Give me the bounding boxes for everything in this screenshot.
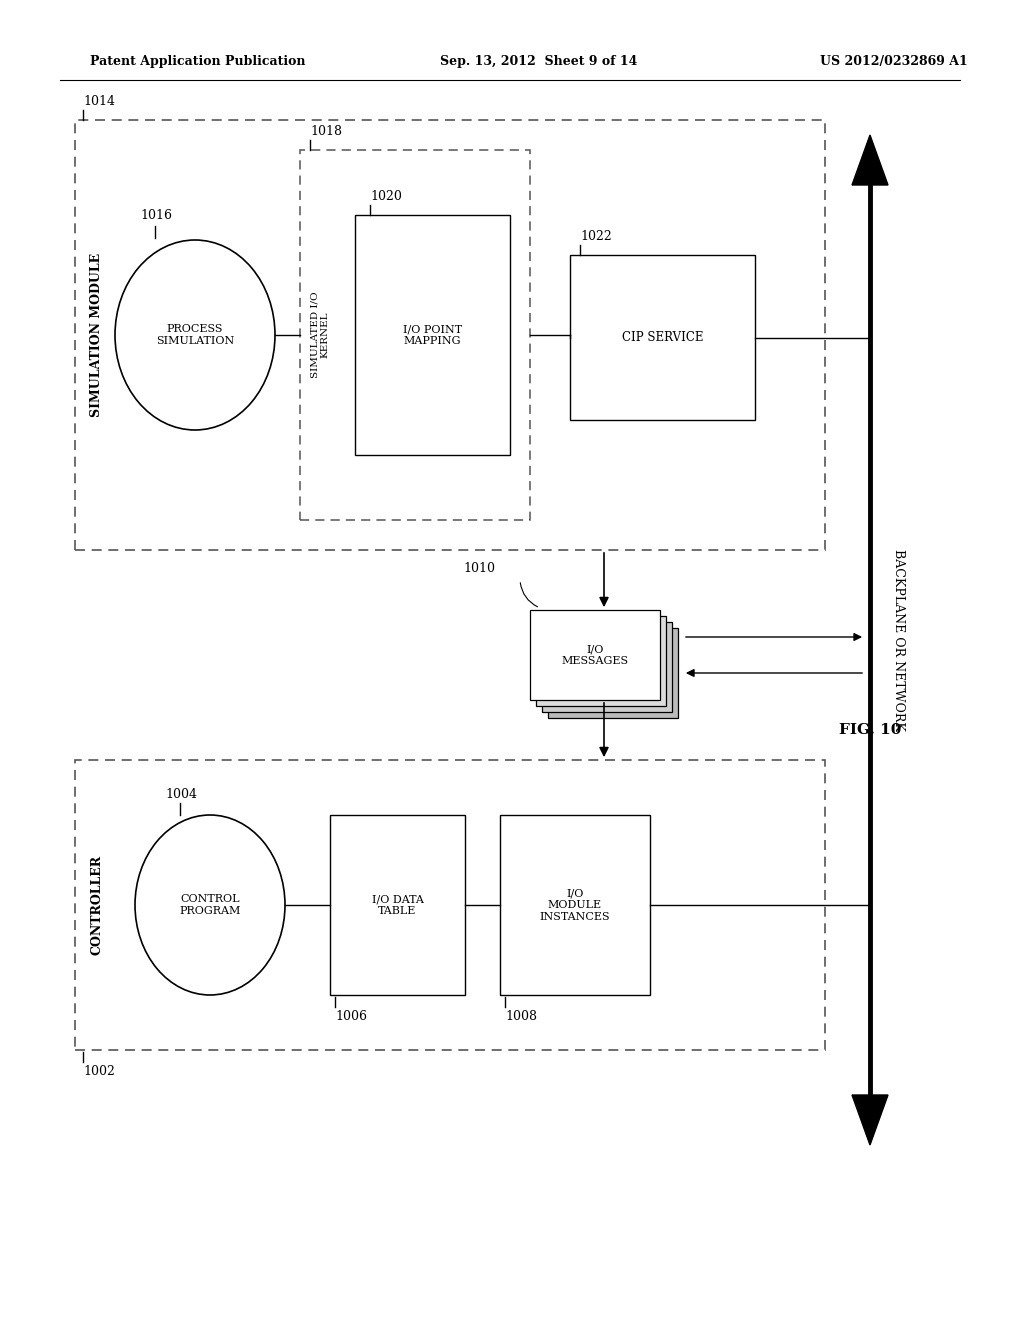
Text: SIMULATION MODULE: SIMULATION MODULE bbox=[90, 253, 103, 417]
Text: BACKPLANE OR NETWORK: BACKPLANE OR NETWORK bbox=[892, 549, 905, 731]
FancyBboxPatch shape bbox=[355, 215, 510, 455]
Text: I/O
MESSAGES: I/O MESSAGES bbox=[561, 644, 629, 665]
FancyBboxPatch shape bbox=[330, 814, 465, 995]
Text: I/O POINT
MAPPING: I/O POINT MAPPING bbox=[402, 325, 462, 346]
Text: 1018: 1018 bbox=[310, 125, 342, 139]
Text: CIP SERVICE: CIP SERVICE bbox=[622, 331, 703, 345]
Text: 1002: 1002 bbox=[83, 1065, 115, 1078]
Text: Sep. 13, 2012  Sheet 9 of 14: Sep. 13, 2012 Sheet 9 of 14 bbox=[440, 55, 637, 69]
Text: CONTROL
PROGRAM: CONTROL PROGRAM bbox=[179, 894, 241, 916]
FancyBboxPatch shape bbox=[548, 628, 678, 718]
Text: 1020: 1020 bbox=[370, 190, 401, 203]
Text: CONTROLLER: CONTROLLER bbox=[90, 855, 103, 956]
FancyBboxPatch shape bbox=[570, 255, 755, 420]
Text: 1004: 1004 bbox=[165, 788, 197, 801]
Ellipse shape bbox=[135, 814, 285, 995]
Text: I/O DATA
TABLE: I/O DATA TABLE bbox=[372, 894, 424, 916]
FancyBboxPatch shape bbox=[542, 622, 672, 711]
FancyBboxPatch shape bbox=[75, 760, 825, 1049]
FancyBboxPatch shape bbox=[500, 814, 650, 995]
Text: US 2012/0232869 A1: US 2012/0232869 A1 bbox=[820, 55, 968, 69]
Text: 1008: 1008 bbox=[505, 1010, 537, 1023]
Text: FIG. 10: FIG. 10 bbox=[839, 723, 901, 737]
Ellipse shape bbox=[115, 240, 275, 430]
Text: 1006: 1006 bbox=[335, 1010, 367, 1023]
Text: PROCESS
SIMULATION: PROCESS SIMULATION bbox=[156, 325, 234, 346]
Text: 1010: 1010 bbox=[463, 562, 495, 576]
Text: 1016: 1016 bbox=[140, 209, 172, 222]
Polygon shape bbox=[852, 135, 888, 185]
Text: 1014: 1014 bbox=[83, 95, 115, 108]
FancyBboxPatch shape bbox=[75, 120, 825, 550]
Polygon shape bbox=[852, 1096, 888, 1144]
Text: Patent Application Publication: Patent Application Publication bbox=[90, 55, 305, 69]
FancyBboxPatch shape bbox=[536, 616, 666, 706]
Text: 1022: 1022 bbox=[580, 230, 611, 243]
Text: I/O
MODULE
INSTANCES: I/O MODULE INSTANCES bbox=[540, 888, 610, 921]
FancyBboxPatch shape bbox=[530, 610, 660, 700]
FancyBboxPatch shape bbox=[300, 150, 530, 520]
Text: SIMULATED I/O
KERNEL: SIMULATED I/O KERNEL bbox=[310, 292, 330, 379]
